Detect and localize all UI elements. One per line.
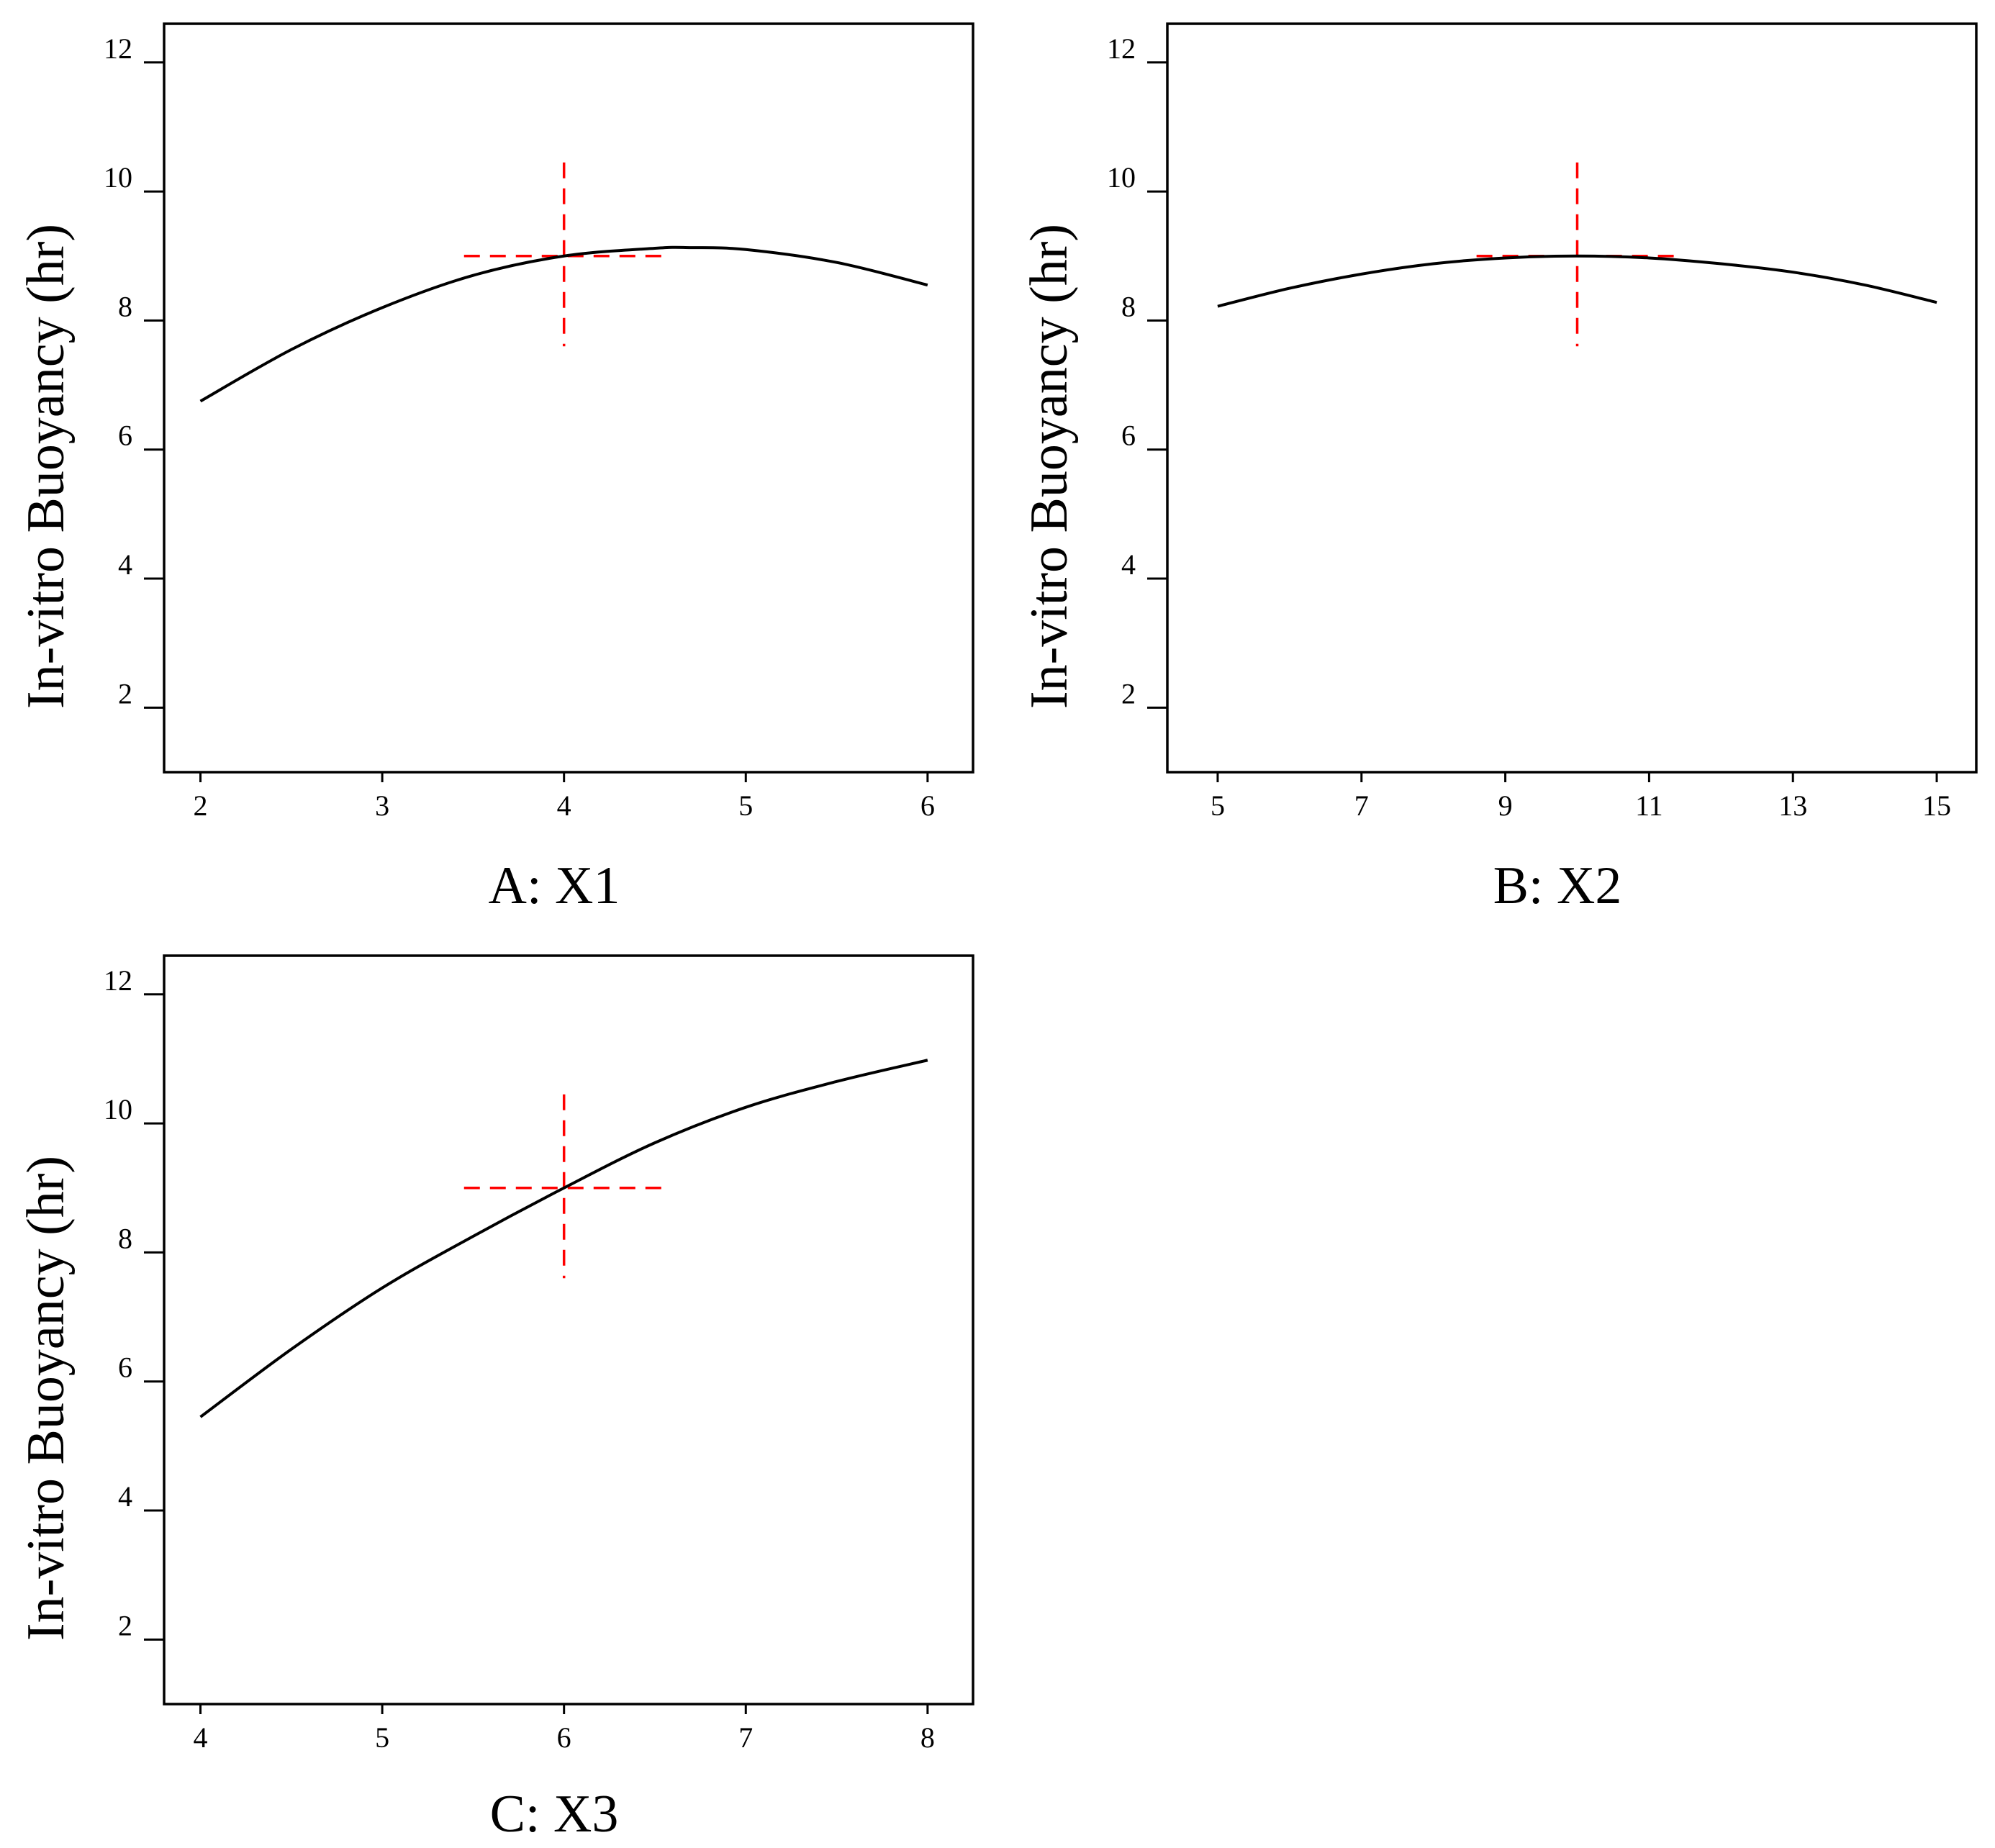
x-axis-title: A: X1 [489,856,620,915]
y-axis-title: In-vitro Buoyancy (hr) [17,224,76,709]
y-tick-label: 12 [104,964,132,997]
x-tick-label: 13 [1778,789,1807,822]
y-tick-label: 10 [104,1093,132,1125]
x-tick-label: 5 [1211,789,1225,822]
panel-c: 4 5 6 7 8 2 4 6 8 10 12 C: X3 In-vitro Buoyancy (hr) [17,954,974,1844]
y-tick-label: 12 [104,32,132,65]
x-tick-label: 7 [1354,789,1369,822]
panel-b: 5 7 9 11 13 15 2 4 6 8 10 12 B: X2 In-vitro Buoyancy … [1020,22,1978,915]
y-tick-label: 4 [1121,548,1136,581]
x-tick-label: 7 [738,1721,753,1754]
y-tick-label: 10 [1107,161,1136,194]
response-curve [199,1059,928,1418]
response-curve [1217,254,1937,308]
y-tick-label: 4 [118,1480,132,1513]
y-tick-label: 12 [1107,32,1136,65]
y-tick-label: 2 [1121,677,1136,710]
x-tick-label: 2 [194,789,208,822]
x-tick-label: 4 [557,789,571,822]
y-tick-label: 8 [118,1222,132,1254]
y-axis-title: In-vitro Buoyancy (hr) [17,1156,76,1641]
y-tick-label: 6 [1121,420,1136,452]
y-tick-label: 6 [118,1351,132,1384]
x-tick-label: 5 [375,1721,389,1754]
y-tick-label: 10 [104,161,132,194]
x-tick-label: 8 [920,1721,935,1754]
y-tick-label: 2 [118,677,132,710]
response-curve [199,245,928,403]
plot-frame [1166,22,1978,774]
x-tick-label: 9 [1498,789,1513,822]
x-tick-label: 6 [557,1721,571,1754]
x-tick-label: 4 [194,1721,208,1754]
y-axis-title: In-vitro Buoyancy (hr) [1020,224,1079,709]
panel-a: 2 3 4 5 6 2 4 6 8 10 12 A: X1 In-vitro Buoyancy (hr) [17,22,974,915]
y-tick-label: 2 [118,1609,132,1641]
x-axis-title: C: X3 [490,1785,619,1844]
x-axis-title: B: X2 [1493,856,1622,915]
x-tick-label: 3 [375,789,389,822]
x-tick-label: 11 [1635,789,1663,822]
y-tick-label: 8 [1121,290,1136,322]
y-tick-label: 6 [118,420,132,452]
y-tick-label: 8 [118,290,132,322]
x-tick-label: 15 [1922,789,1951,822]
y-tick-label: 4 [118,548,132,581]
x-tick-label: 5 [738,789,753,822]
plot-frame [163,22,974,774]
x-tick-label: 6 [920,789,935,822]
plot-frame [163,954,974,1706]
